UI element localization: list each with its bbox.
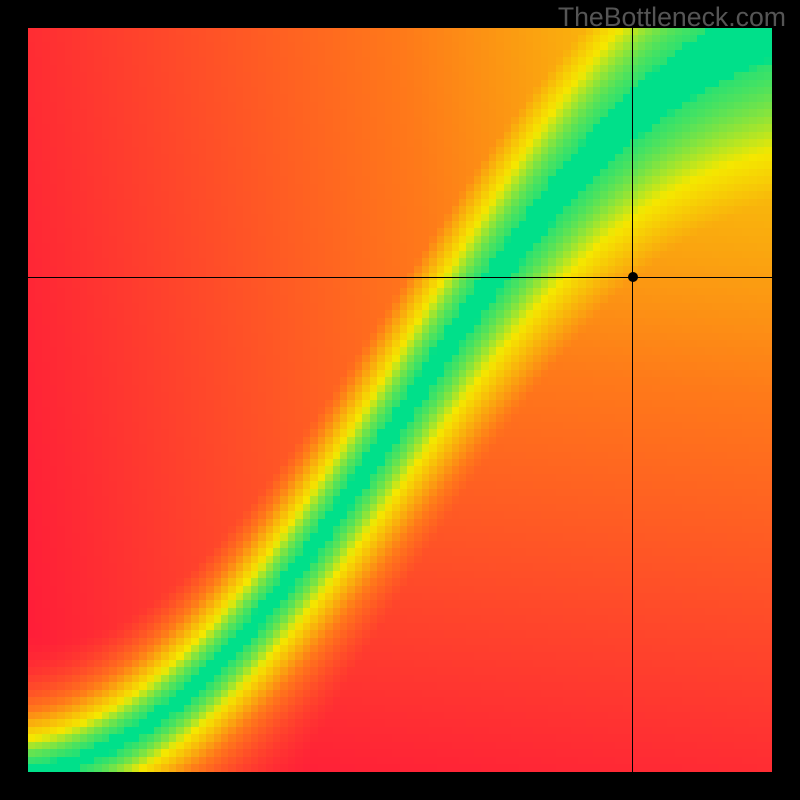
watermark-text: TheBottleneck.com [558, 2, 786, 33]
crosshair-horizontal [28, 277, 772, 278]
heatmap-plot [28, 28, 772, 772]
crosshair-vertical [632, 28, 633, 772]
